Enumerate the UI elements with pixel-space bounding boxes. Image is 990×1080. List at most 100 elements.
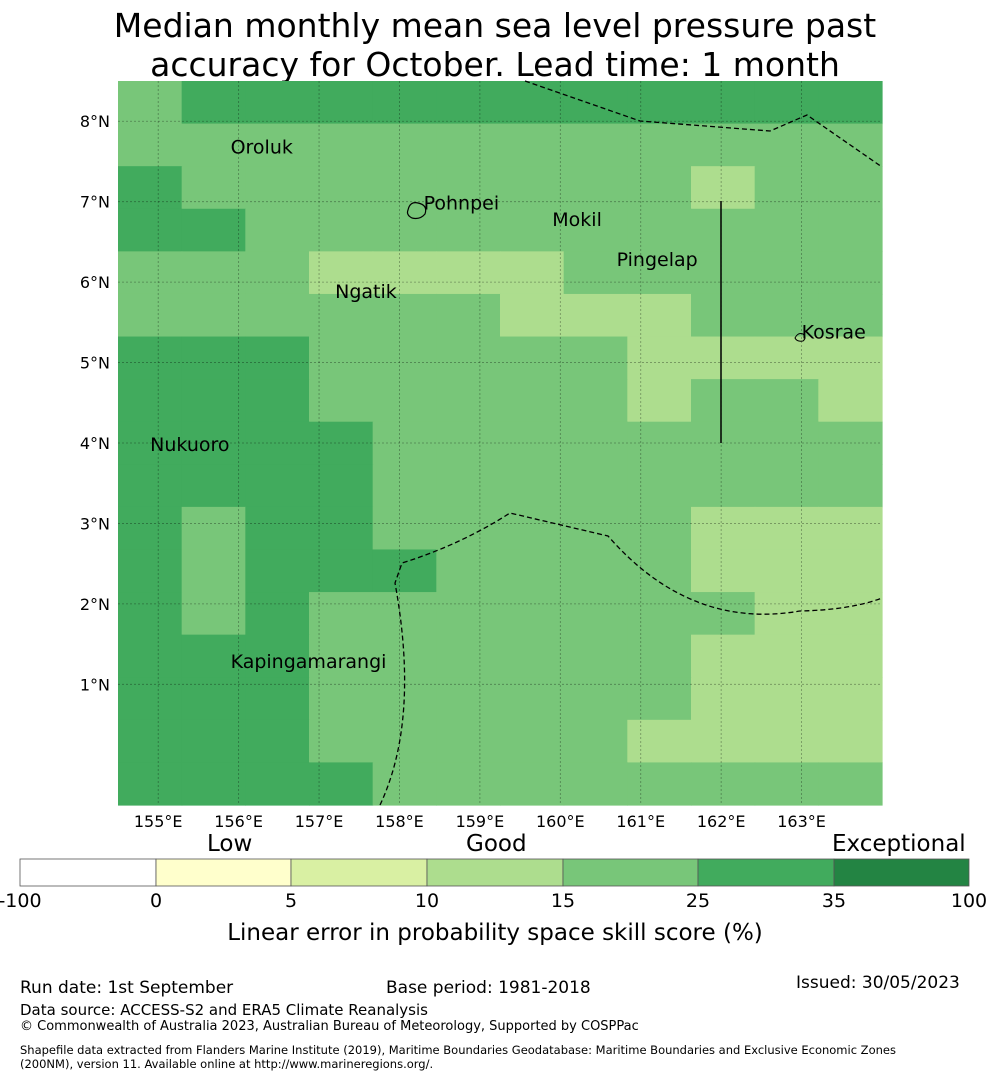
skill-cell [181, 379, 246, 423]
skill-cell [563, 592, 628, 636]
place-label: Oroluk [231, 136, 293, 158]
skill-cell [500, 634, 565, 678]
skill-cell [372, 592, 437, 636]
skill-cell [754, 506, 819, 551]
lon-tick-label: 159°E [456, 812, 505, 831]
skill-cell [181, 592, 246, 636]
skill-cell [245, 634, 310, 678]
skill-cell [818, 336, 883, 380]
skill-cell [436, 549, 501, 593]
skill-cell [436, 592, 501, 636]
colorbar-title: Linear error in probability space skill … [227, 920, 763, 946]
skill-cell [245, 549, 310, 593]
skill-cell [500, 379, 565, 423]
skill-cell [436, 464, 501, 508]
skill-cell [754, 81, 819, 125]
eez-boundary-line [524, 80, 883, 168]
skill-cell [627, 719, 692, 764]
skill-cell [691, 762, 756, 806]
base-period: Base period: 1981-2018 [386, 978, 591, 998]
lat-tick-label: 5°N [80, 354, 110, 373]
skill-cell [118, 293, 183, 338]
lon-tick-label: 156°E [214, 812, 263, 831]
colorbar-tick: 0 [149, 890, 163, 912]
skill-cell [436, 719, 501, 764]
skill-cell [181, 208, 246, 252]
issued-date: Issued: 30/05/2023 [796, 973, 960, 993]
skill-cell [500, 208, 565, 252]
skill-cell [372, 208, 437, 252]
skill-cell [118, 592, 183, 636]
skill-cell [563, 634, 628, 678]
skill-cell [754, 592, 819, 636]
lat-tick-label: 7°N [80, 193, 110, 212]
run-date: Run date: 1st September [20, 978, 234, 998]
skill-cell [245, 293, 310, 338]
skill-cell [118, 166, 183, 210]
skill-cell [818, 208, 883, 252]
pohnpei-island-outline [406, 202, 427, 220]
skill-cell [563, 464, 628, 508]
skill-cell [818, 166, 883, 210]
skill-cell [563, 506, 628, 551]
lon-tick-label: 162°E [697, 812, 746, 831]
skill-cell [563, 123, 628, 167]
skill-cell [245, 208, 310, 252]
skill-cell [118, 719, 183, 764]
colorbar-segment [697, 858, 835, 887]
place-label: Nukuoro [150, 434, 229, 456]
skill-cell [563, 379, 628, 423]
lon-tick-label: 160°E [536, 812, 585, 831]
skill-cell [181, 762, 246, 806]
map-title: Median monthly mean sea level pressure p… [0, 6, 990, 84]
skill-cell [818, 379, 883, 423]
skill-cell [627, 549, 692, 593]
skill-cell [563, 81, 628, 125]
skill-cell [181, 421, 246, 465]
skill-cell [245, 421, 310, 465]
skill-cell [372, 762, 437, 806]
colorbar-segment [562, 858, 699, 887]
skill-cell [245, 251, 310, 295]
skill-cell [563, 293, 628, 338]
skill-cell [691, 464, 756, 508]
skill-cell [691, 506, 756, 551]
skill-cell [818, 506, 883, 551]
colorbar-tick: 35 [821, 890, 847, 912]
skill-cell [436, 379, 501, 423]
shapefile-credit-line-2: (200NM), version 11. Available online at… [20, 1057, 434, 1071]
skill-cell [436, 166, 501, 210]
skill-cell [436, 762, 501, 806]
colorbar-segment [290, 858, 428, 887]
skill-cell [181, 293, 246, 338]
skill-cell [436, 677, 501, 721]
skill-cell [500, 421, 565, 465]
skill-cell [118, 762, 183, 806]
skill-cell [818, 421, 883, 465]
skill-cell [118, 123, 183, 167]
skill-cell [754, 208, 819, 252]
lon-tick-label: 155°E [134, 812, 183, 831]
skill-cell [627, 762, 692, 806]
lat-tick-label: 2°N [80, 595, 110, 614]
skill-cell [181, 251, 246, 295]
skill-cell [691, 379, 756, 423]
skill-cell [245, 81, 310, 125]
skill-cell [118, 208, 183, 252]
title-line-2: accuracy for October. Lead time: 1 month [150, 45, 840, 84]
skill-cell [372, 81, 437, 125]
lon-tick-label: 163°E [777, 812, 826, 831]
skill-cell [754, 719, 819, 764]
skill-cell [309, 549, 374, 593]
skill-cell [309, 208, 374, 252]
lat-tick-label: 1°N [80, 675, 110, 694]
skill-cell [436, 81, 501, 125]
skill-cell [436, 208, 501, 252]
skill-cell [309, 506, 374, 551]
skill-cell [754, 762, 819, 806]
skill-cell [372, 506, 437, 551]
skill-cell [754, 677, 819, 721]
skill-cell [500, 549, 565, 593]
skill-cell [309, 379, 374, 423]
skill-cell [436, 634, 501, 678]
